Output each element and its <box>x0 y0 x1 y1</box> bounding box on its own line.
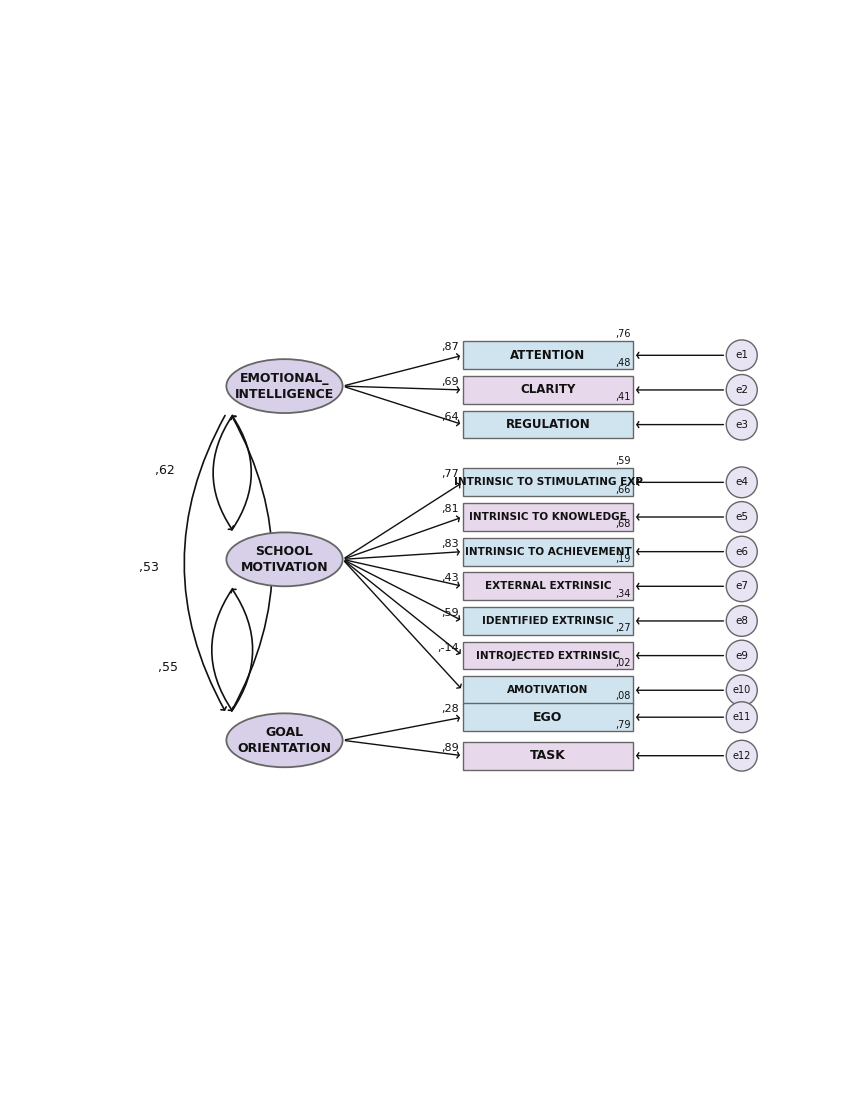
Text: ,64: ,64 <box>441 411 459 421</box>
Text: ,08: ,08 <box>615 691 631 701</box>
Text: ,77: ,77 <box>441 470 459 480</box>
Text: IDENTIFIED EXTRINSIC: IDENTIFIED EXTRINSIC <box>482 616 614 626</box>
Circle shape <box>726 537 757 568</box>
Circle shape <box>726 374 757 406</box>
Text: ,69: ,69 <box>441 377 459 387</box>
Text: ,53: ,53 <box>139 561 159 573</box>
Bar <box>462 341 633 370</box>
Bar <box>462 641 633 670</box>
Text: TASK: TASK <box>530 749 566 762</box>
Circle shape <box>726 340 757 371</box>
Bar <box>462 676 633 704</box>
Circle shape <box>726 740 757 771</box>
Circle shape <box>726 409 757 440</box>
Bar <box>462 503 633 531</box>
Bar <box>462 469 633 496</box>
Text: INTRINSIC TO STIMULATING EXP: INTRINSIC TO STIMULATING EXP <box>454 477 643 487</box>
Bar <box>462 703 633 732</box>
Text: ,19: ,19 <box>615 554 631 564</box>
Circle shape <box>726 571 757 602</box>
Text: e8: e8 <box>735 616 748 626</box>
Text: INTROJECTED EXTRINSIC: INTROJECTED EXTRINSIC <box>476 650 620 661</box>
Text: ,81: ,81 <box>441 504 459 514</box>
Text: AMOTIVATION: AMOTIVATION <box>507 685 589 695</box>
Text: ,59: ,59 <box>441 608 459 618</box>
Text: e5: e5 <box>735 512 748 522</box>
Bar <box>462 538 633 565</box>
Text: EGO: EGO <box>533 711 563 724</box>
Circle shape <box>726 675 757 706</box>
Text: ,34: ,34 <box>615 588 631 598</box>
Text: SCHOOL
MOTIVATION: SCHOOL MOTIVATION <box>241 544 328 574</box>
Text: e10: e10 <box>733 685 751 695</box>
Text: EXTERNAL EXTRINSIC: EXTERNAL EXTRINSIC <box>484 581 611 592</box>
Text: ,02: ,02 <box>615 658 631 668</box>
Text: ,28: ,28 <box>441 704 459 714</box>
Circle shape <box>726 640 757 671</box>
Text: ,41: ,41 <box>615 393 631 403</box>
Ellipse shape <box>226 714 343 768</box>
Ellipse shape <box>226 532 343 586</box>
Text: REGULATION: REGULATION <box>506 418 591 431</box>
Text: ,59: ,59 <box>615 456 631 466</box>
Bar <box>462 376 633 404</box>
Text: ATTENTION: ATTENTION <box>510 349 586 362</box>
Circle shape <box>726 605 757 636</box>
Text: ,66: ,66 <box>615 485 631 495</box>
Text: e7: e7 <box>735 581 748 592</box>
Text: ,79: ,79 <box>615 719 631 729</box>
Text: ,76: ,76 <box>615 329 631 339</box>
Text: ,62: ,62 <box>155 464 174 477</box>
Bar <box>462 410 633 439</box>
Text: GOAL
ORIENTATION: GOAL ORIENTATION <box>237 726 332 755</box>
Bar <box>462 741 633 770</box>
Text: ,27: ,27 <box>615 624 631 634</box>
Text: INTRINSIC TO ACHIEVEMENT: INTRINSIC TO ACHIEVEMENT <box>465 547 632 557</box>
Text: ,55: ,55 <box>158 661 178 673</box>
Bar <box>462 572 633 601</box>
Text: ,87: ,87 <box>441 342 459 352</box>
Ellipse shape <box>226 359 343 414</box>
Bar <box>462 607 633 635</box>
Circle shape <box>726 702 757 733</box>
Text: e1: e1 <box>735 350 748 361</box>
Text: ,48: ,48 <box>615 358 631 367</box>
Text: e9: e9 <box>735 650 748 661</box>
Text: e2: e2 <box>735 385 748 395</box>
Text: ,89: ,89 <box>441 742 459 752</box>
Text: e12: e12 <box>733 750 751 761</box>
Text: ,83: ,83 <box>441 539 459 549</box>
Text: e11: e11 <box>733 712 751 723</box>
Text: e3: e3 <box>735 419 748 430</box>
Text: ,68: ,68 <box>615 519 631 529</box>
Text: INTRINSIC TO KNOWLEDGE: INTRINSIC TO KNOWLEDGE <box>469 512 626 522</box>
Circle shape <box>726 502 757 532</box>
Text: ,-14: ,-14 <box>437 642 459 652</box>
Text: ,43: ,43 <box>441 573 459 583</box>
Text: e6: e6 <box>735 547 748 557</box>
Text: e4: e4 <box>735 477 748 487</box>
Circle shape <box>726 466 757 497</box>
Text: EMOTIONAL_
INTELLIGENCE: EMOTIONAL_ INTELLIGENCE <box>235 372 334 400</box>
Text: CLARITY: CLARITY <box>520 384 575 396</box>
